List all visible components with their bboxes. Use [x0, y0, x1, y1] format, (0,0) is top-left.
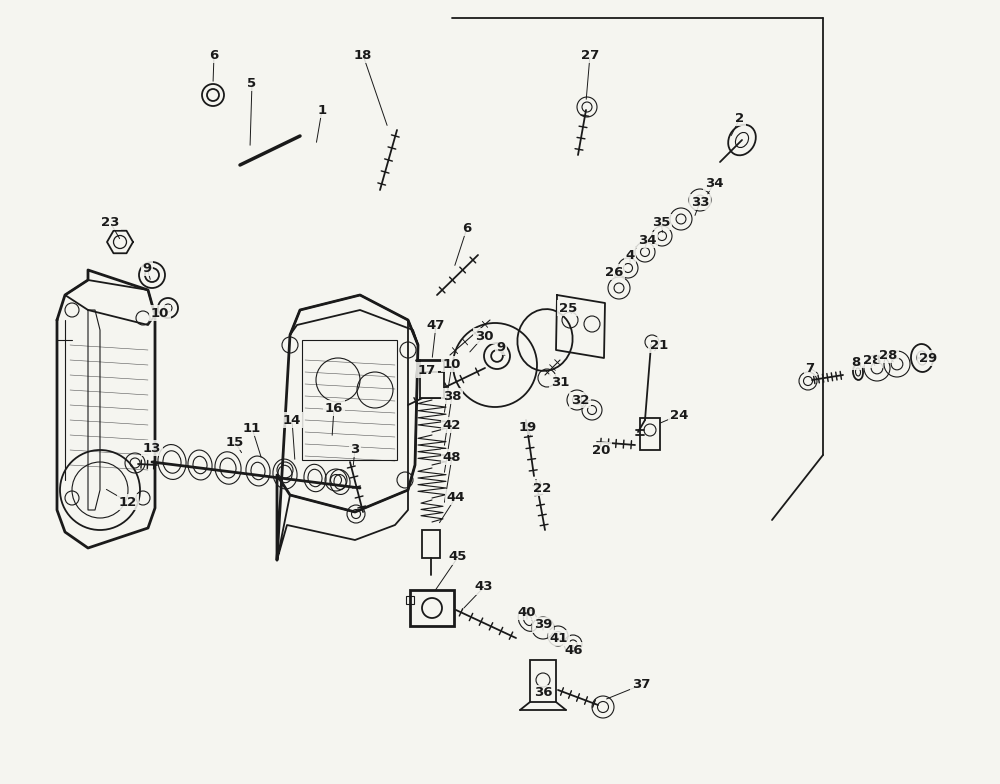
Text: 6: 6: [209, 49, 219, 61]
Text: 34: 34: [638, 234, 656, 246]
Text: 19: 19: [519, 420, 537, 434]
Text: 23: 23: [101, 216, 119, 228]
Text: 9: 9: [142, 262, 152, 274]
Text: 5: 5: [247, 77, 257, 89]
Text: 28: 28: [863, 354, 881, 366]
Text: 29: 29: [919, 351, 937, 365]
Text: 45: 45: [449, 550, 467, 564]
Bar: [302, 340, 397, 460]
Text: 20: 20: [592, 444, 610, 456]
Text: 41: 41: [550, 631, 568, 644]
Text: 6: 6: [462, 222, 472, 234]
Text: 40: 40: [518, 605, 536, 619]
Text: 27: 27: [581, 49, 599, 61]
Text: 42: 42: [443, 419, 461, 431]
Text: 43: 43: [475, 580, 493, 593]
Text: 14: 14: [283, 413, 301, 426]
Text: 17: 17: [418, 364, 436, 376]
Text: 22: 22: [533, 481, 551, 495]
Bar: [640, 418, 660, 450]
Text: 30: 30: [475, 329, 493, 343]
Text: 35: 35: [652, 216, 670, 228]
Text: 7: 7: [805, 361, 815, 375]
Text: 21: 21: [650, 339, 668, 351]
Text: 12: 12: [119, 495, 137, 509]
Text: 13: 13: [143, 441, 161, 455]
Text: 48: 48: [443, 451, 461, 463]
Bar: [420, 372, 444, 398]
Text: 28: 28: [879, 349, 897, 361]
Text: 2: 2: [735, 111, 745, 125]
Text: 47: 47: [427, 318, 445, 332]
Text: 39: 39: [534, 619, 552, 631]
Text: 37: 37: [632, 678, 650, 691]
Bar: [410, 590, 454, 626]
Text: 36: 36: [534, 687, 552, 699]
Text: 10: 10: [443, 358, 461, 371]
Text: 33: 33: [691, 195, 709, 209]
Bar: [422, 530, 440, 558]
Text: 3: 3: [350, 442, 360, 456]
Text: 11: 11: [243, 422, 261, 434]
Text: 9: 9: [496, 340, 506, 354]
Bar: [406, 596, 414, 604]
Text: 18: 18: [354, 49, 372, 61]
Text: 34: 34: [705, 176, 723, 190]
Text: 15: 15: [226, 435, 244, 448]
Text: 44: 44: [447, 491, 465, 503]
Text: 24: 24: [670, 408, 688, 422]
Text: 25: 25: [559, 302, 577, 314]
Text: 32: 32: [571, 394, 589, 406]
Text: 1: 1: [317, 103, 327, 117]
Text: 46: 46: [565, 644, 583, 656]
Text: 31: 31: [551, 376, 569, 389]
Text: 8: 8: [851, 355, 861, 368]
Bar: [530, 660, 556, 702]
Text: 10: 10: [151, 307, 169, 320]
Text: 26: 26: [605, 266, 623, 278]
Text: 4: 4: [625, 249, 635, 262]
Text: 16: 16: [325, 401, 343, 415]
Text: 38: 38: [443, 390, 461, 402]
